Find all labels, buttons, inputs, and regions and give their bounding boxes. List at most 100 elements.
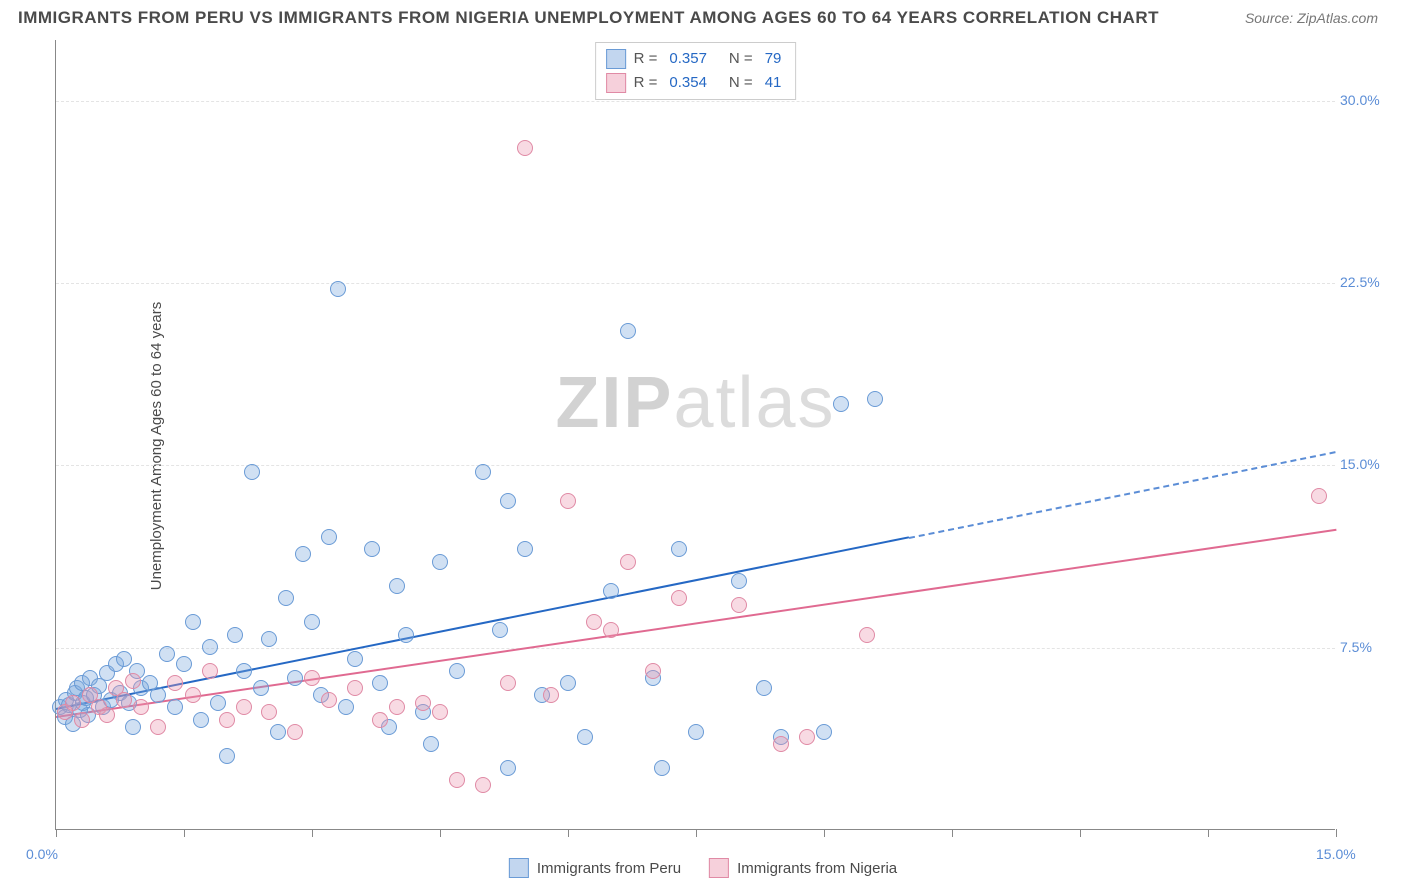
- data-point-peru: [167, 699, 183, 715]
- data-point-peru: [492, 622, 508, 638]
- data-point-peru: [756, 680, 772, 696]
- data-point-peru: [295, 546, 311, 562]
- regression-line: [56, 529, 1336, 718]
- x-tick: [952, 829, 953, 837]
- x-tick: [312, 829, 313, 837]
- gridline: [56, 648, 1335, 649]
- data-point-peru: [321, 529, 337, 545]
- y-tick-label: 7.5%: [1340, 639, 1390, 655]
- data-point-nigeria: [236, 699, 252, 715]
- data-point-peru: [150, 687, 166, 703]
- x-tick-label: 15.0%: [1316, 846, 1356, 862]
- data-point-peru: [688, 724, 704, 740]
- x-tick: [184, 829, 185, 837]
- data-point-peru: [347, 651, 363, 667]
- data-point-peru: [398, 627, 414, 643]
- x-tick: [440, 829, 441, 837]
- data-point-peru: [560, 675, 576, 691]
- data-point-nigeria: [517, 140, 533, 156]
- data-point-peru: [449, 663, 465, 679]
- x-tick-label: 0.0%: [26, 846, 58, 862]
- data-point-nigeria: [671, 590, 687, 606]
- data-point-nigeria: [347, 680, 363, 696]
- legend-label: Immigrants from Peru: [537, 860, 681, 877]
- x-tick: [568, 829, 569, 837]
- data-point-peru: [253, 680, 269, 696]
- data-point-peru: [620, 323, 636, 339]
- data-point-peru: [603, 583, 619, 599]
- data-point-nigeria: [731, 597, 747, 613]
- data-point-peru: [577, 729, 593, 745]
- swatch-peru: [509, 858, 529, 878]
- data-point-peru: [816, 724, 832, 740]
- data-point-nigeria: [1311, 488, 1327, 504]
- data-point-nigeria: [620, 554, 636, 570]
- data-point-peru: [731, 573, 747, 589]
- data-point-nigeria: [859, 627, 875, 643]
- plot-area: ZIPatlas R = 0.357 N = 79 R = 0.354 N = …: [55, 40, 1335, 830]
- data-point-peru: [833, 396, 849, 412]
- legend-row-nigeria: R = 0.354 N = 41: [606, 71, 786, 95]
- watermark: ZIPatlas: [555, 362, 835, 444]
- chart-container: Unemployment Among Ages 60 to 64 years Z…: [0, 0, 1406, 892]
- data-point-nigeria: [74, 712, 90, 728]
- data-point-peru: [185, 614, 201, 630]
- y-tick-label: 15.0%: [1340, 456, 1390, 472]
- data-point-peru: [193, 712, 209, 728]
- data-point-nigeria: [150, 719, 166, 735]
- series-legend: Immigrants from Peru Immigrants from Nig…: [509, 858, 897, 878]
- data-point-peru: [202, 639, 218, 655]
- data-point-peru: [116, 651, 132, 667]
- data-point-nigeria: [116, 692, 132, 708]
- data-point-nigeria: [603, 622, 619, 638]
- data-point-peru: [244, 464, 260, 480]
- data-point-peru: [654, 760, 670, 776]
- data-point-nigeria: [449, 772, 465, 788]
- swatch-nigeria: [606, 73, 626, 93]
- data-point-peru: [423, 736, 439, 752]
- gridline: [56, 101, 1335, 102]
- data-point-peru: [500, 760, 516, 776]
- data-point-peru: [389, 578, 405, 594]
- correlation-legend: R = 0.357 N = 79 R = 0.354 N = 41: [595, 42, 797, 100]
- data-point-peru: [210, 695, 226, 711]
- data-point-nigeria: [321, 692, 337, 708]
- data-point-nigeria: [125, 673, 141, 689]
- data-point-nigeria: [133, 699, 149, 715]
- y-tick-label: 30.0%: [1340, 92, 1390, 108]
- data-point-peru: [159, 646, 175, 662]
- data-point-nigeria: [560, 493, 576, 509]
- x-tick: [824, 829, 825, 837]
- data-point-peru: [867, 391, 883, 407]
- data-point-peru: [261, 631, 277, 647]
- swatch-peru: [606, 49, 626, 69]
- legend-item-peru: Immigrants from Peru: [509, 858, 681, 878]
- data-point-nigeria: [261, 704, 277, 720]
- data-point-peru: [278, 590, 294, 606]
- data-point-peru: [227, 627, 243, 643]
- data-point-nigeria: [415, 695, 431, 711]
- data-point-peru: [219, 748, 235, 764]
- data-point-peru: [330, 281, 346, 297]
- data-point-peru: [671, 541, 687, 557]
- x-tick: [1208, 829, 1209, 837]
- gridline: [56, 283, 1335, 284]
- data-point-peru: [364, 541, 380, 557]
- data-point-peru: [475, 464, 491, 480]
- data-point-nigeria: [799, 729, 815, 745]
- x-tick: [56, 829, 57, 837]
- data-point-nigeria: [202, 663, 218, 679]
- data-point-peru: [338, 699, 354, 715]
- data-point-nigeria: [432, 704, 448, 720]
- x-tick: [1080, 829, 1081, 837]
- legend-label: Immigrants from Nigeria: [737, 860, 897, 877]
- data-point-nigeria: [586, 614, 602, 630]
- regression-line-extrapolated: [909, 451, 1336, 539]
- data-point-nigeria: [185, 687, 201, 703]
- data-point-nigeria: [500, 675, 516, 691]
- x-tick: [1336, 829, 1337, 837]
- data-point-peru: [500, 493, 516, 509]
- data-point-nigeria: [287, 724, 303, 740]
- data-point-nigeria: [167, 675, 183, 691]
- data-point-peru: [236, 663, 252, 679]
